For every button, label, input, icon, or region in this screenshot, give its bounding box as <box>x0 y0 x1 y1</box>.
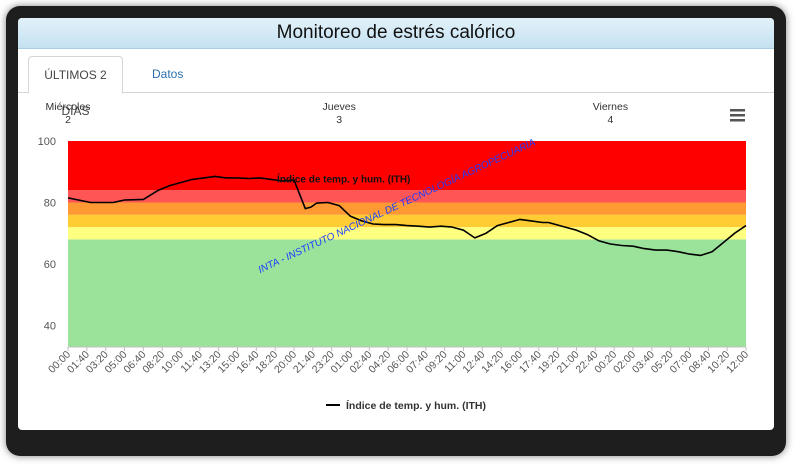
zone-band-0 <box>68 239 746 347</box>
tab-last-2-days[interactable]: ÚLTIMOS 2 DÍAS <box>28 56 123 118</box>
series-data-label: Índice de temp. y hum. (ITH) <box>277 173 410 186</box>
top-axis-day-label: Viernes <box>593 101 628 113</box>
zone-band-1 <box>68 227 746 240</box>
zone-band-3 <box>68 202 746 215</box>
page-title: Monitoreo de estrés calórico <box>18 18 774 49</box>
zone-band-2 <box>68 214 746 228</box>
ith-chart: 406080100Miércoles2Jueves3Viernes400:000… <box>38 101 752 412</box>
top-axis-day-label: Miércoles <box>46 101 91 113</box>
y-tick-label: 60 <box>44 259 56 271</box>
zone-band-4 <box>68 190 746 203</box>
y-tick-label: 80 <box>44 197 56 209</box>
top-axis-date-label: 4 <box>607 114 613 126</box>
top-axis-day-label: Jueves <box>323 101 356 113</box>
legend-item-ith[interactable]: Índice de temp. y hum. (ITH) <box>346 399 486 412</box>
tab-bar: ÚLTIMOS 2 DÍAS Datos <box>18 56 774 118</box>
top-axis-date-label: 3 <box>336 114 342 126</box>
series-line-ith <box>67 175 747 257</box>
hamburger-menu-icon[interactable] <box>730 109 745 122</box>
x-tick-label: 12:00 <box>724 349 751 376</box>
y-tick-label: 40 <box>44 320 56 332</box>
y-tick-label: 100 <box>38 136 56 148</box>
tab-data[interactable]: Datos <box>152 67 184 81</box>
top-axis-date-label: 2 <box>65 114 71 126</box>
chart-container: 40 60 80 100 Miércoles 2 Jueves 3 Viernes 4 00:00 0… <box>26 94 766 422</box>
monitor-panel: Monitoreo de estrés calórico ÚLTIMOS 2 D… <box>18 18 774 430</box>
